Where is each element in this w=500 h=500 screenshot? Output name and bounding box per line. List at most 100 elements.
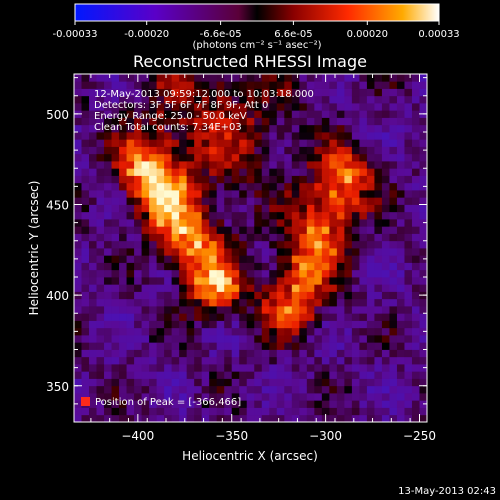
heatmap-cell [359, 342, 368, 350]
heatmap-cell [366, 349, 375, 358]
heatmap-cell [239, 291, 248, 300]
heatmap-cell [254, 95, 263, 104]
heatmap-cell [269, 81, 278, 89]
heatmap-cell [359, 306, 368, 314]
heatmap-cell [254, 88, 263, 97]
heatmap-cell [96, 175, 105, 184]
heatmap-cell [404, 81, 413, 89]
heatmap-cell [269, 277, 278, 285]
heatmap-cell [224, 378, 233, 387]
heatmap-cell [389, 168, 398, 176]
heatmap-cell [336, 211, 345, 220]
heatmap-cell [381, 168, 390, 176]
heatmap-cell [389, 197, 398, 205]
heatmap-cell [186, 342, 195, 350]
heatmap-cell [389, 306, 398, 314]
heatmap-cell [81, 291, 90, 300]
heatmap-cell [171, 385, 180, 394]
x-tick-label: −350 [215, 429, 248, 443]
heatmap-cell [246, 356, 255, 365]
heatmap-cell [74, 103, 82, 111]
heatmap-cell [284, 175, 293, 184]
heatmap-cell [164, 211, 173, 220]
heatmap-cell [209, 110, 218, 118]
heatmap-cell [231, 95, 240, 104]
heatmap-cell [224, 277, 233, 285]
heatmap-cell [419, 95, 427, 104]
heatmap-cell [164, 371, 173, 379]
heatmap-cell [411, 226, 420, 234]
heatmap-cell [81, 226, 90, 234]
heatmap-cell [119, 124, 127, 133]
heatmap-cell [89, 190, 97, 198]
heatmap-cell [104, 356, 112, 365]
heatmap-cell [201, 110, 210, 118]
heatmap-cell [156, 298, 165, 307]
heatmap-cell [389, 110, 398, 118]
heatmap-cell [374, 371, 383, 379]
heatmap-cell [89, 240, 97, 249]
heatmap-cell [396, 132, 405, 140]
heatmap-cell [284, 240, 293, 249]
heatmap-cell [389, 211, 398, 220]
heatmap-cell [96, 74, 105, 82]
heatmap-cell [179, 74, 188, 82]
heatmap-cell [81, 248, 90, 256]
heatmap-cell [171, 240, 180, 249]
heatmap-cell [171, 124, 180, 133]
heatmap-cell [96, 190, 105, 198]
heatmap-cell [111, 168, 120, 176]
heatmap-cell [291, 284, 300, 292]
heatmap-cell [411, 81, 420, 89]
colorbar-tick-label: 0.00033 [418, 29, 459, 40]
heatmap-cell [404, 153, 413, 162]
heatmap-cell [231, 385, 240, 394]
heatmap-cell [321, 124, 330, 133]
heatmap-cell [179, 306, 188, 314]
heatmap-cell [291, 414, 300, 422]
heatmap-cell [134, 378, 142, 387]
heatmap-cell [269, 124, 278, 133]
heatmap-cell [411, 233, 420, 242]
heatmap-cell [164, 110, 173, 118]
heatmap-cell [284, 269, 293, 278]
heatmap-cell [284, 306, 293, 314]
heatmap-cell [104, 284, 112, 292]
heatmap-cell [239, 81, 248, 89]
heatmap-cell [119, 190, 127, 198]
heatmap-cell [96, 371, 105, 379]
heatmap-cell [411, 400, 420, 408]
heatmap-cell [134, 175, 142, 184]
heatmap-cell [126, 364, 135, 372]
heatmap-cell [126, 385, 135, 394]
heatmap-cell [299, 103, 308, 111]
heatmap-cell [164, 400, 173, 408]
heatmap-cell [351, 320, 360, 329]
heatmap-cell [404, 320, 413, 329]
heatmap-cell [389, 335, 398, 343]
heatmap-cell [299, 74, 308, 82]
heatmap-cell [119, 335, 127, 343]
heatmap-cell [276, 306, 285, 314]
heatmap-cell [336, 204, 345, 213]
heatmap-cell [149, 95, 158, 104]
heatmap-cell [314, 378, 323, 387]
heatmap-cell [104, 161, 112, 169]
heatmap-cell [89, 385, 97, 394]
heatmap-cell [104, 190, 112, 198]
heatmap-cell [179, 393, 188, 401]
heatmap-cell [284, 371, 293, 379]
heatmap-cell [194, 88, 203, 97]
heatmap-cell [104, 298, 112, 307]
heatmap-cell [171, 349, 180, 358]
heatmap-cell [344, 306, 353, 314]
heatmap-cell [336, 269, 345, 278]
heatmap-cell [381, 153, 390, 162]
heatmap-cell [89, 342, 97, 350]
heatmap-cell [284, 233, 293, 242]
heatmap-cell [336, 81, 345, 89]
heatmap-cell [194, 168, 203, 176]
heatmap-cell [134, 240, 142, 249]
heatmap-cell [351, 284, 360, 292]
heatmap-cell [366, 168, 375, 176]
